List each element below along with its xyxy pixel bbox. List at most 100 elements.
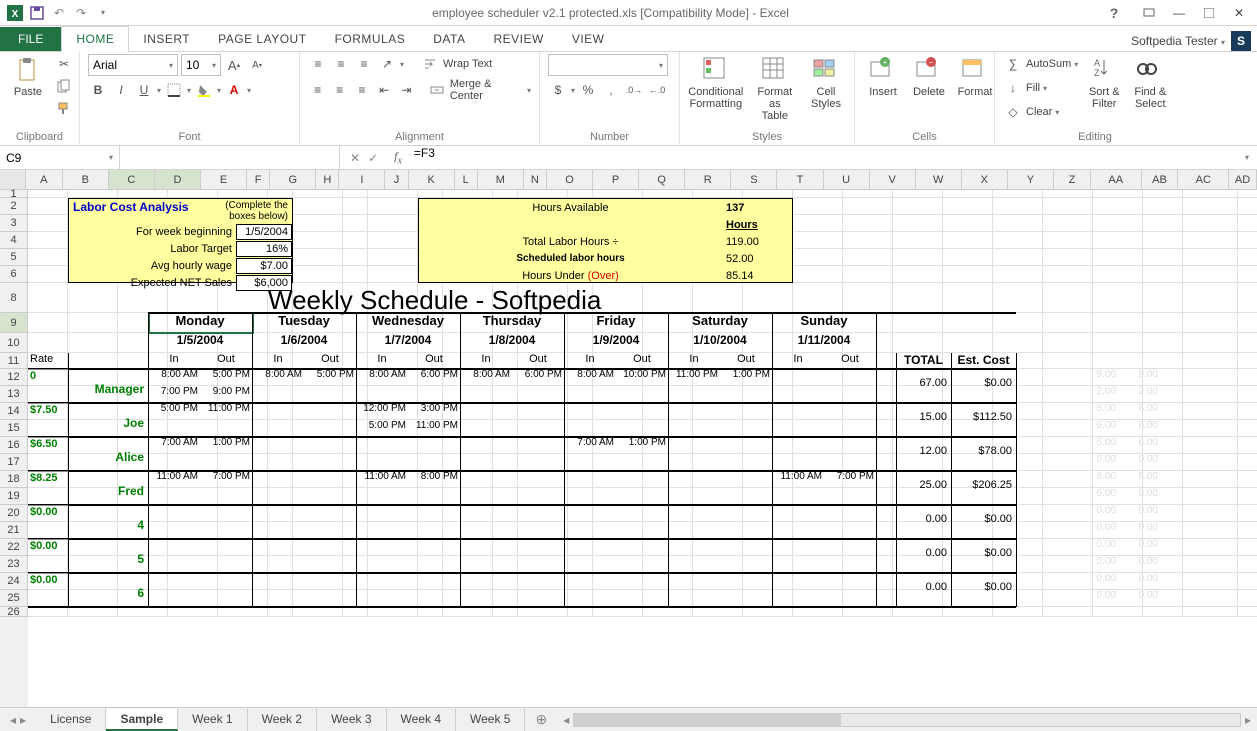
wrap-text-button[interactable]: Wrap Text: [443, 58, 492, 70]
row-header[interactable]: 16: [0, 437, 28, 454]
sheet-tab[interactable]: Week 1: [178, 709, 247, 731]
font-name-select[interactable]: Arial▾: [88, 54, 178, 76]
row-header[interactable]: 10: [0, 333, 28, 353]
underline-button[interactable]: U: [134, 80, 154, 100]
col-header[interactable]: N: [524, 170, 547, 189]
expand-formula-icon[interactable]: ▾: [1237, 153, 1257, 162]
col-header[interactable]: AD: [1229, 170, 1257, 189]
underline-dropdown[interactable]: ▾: [157, 86, 161, 95]
minimize-icon[interactable]: —: [1165, 3, 1193, 23]
fill-button[interactable]: ↓Fill▾: [1003, 78, 1078, 98]
tab-data[interactable]: DATA: [419, 27, 479, 51]
col-header[interactable]: K: [409, 170, 455, 189]
wrap-text-icon[interactable]: [420, 54, 440, 74]
delete-cells-button[interactable]: −Delete: [909, 54, 949, 100]
row-header[interactable]: 22: [0, 539, 28, 556]
col-header[interactable]: T: [777, 170, 823, 189]
col-header[interactable]: AC: [1178, 170, 1229, 189]
font-color-icon[interactable]: A: [224, 80, 244, 100]
row-header[interactable]: 25: [0, 590, 28, 607]
col-header[interactable]: Q: [639, 170, 685, 189]
clear-button[interactable]: ◇Clear▾: [1003, 102, 1078, 122]
row-header[interactable]: 19: [0, 488, 28, 505]
align-bottom-icon[interactable]: ≡: [354, 54, 374, 74]
font-color-dropdown[interactable]: ▾: [247, 86, 251, 95]
bold-button[interactable]: B: [88, 80, 108, 100]
conditional-formatting-button[interactable]: Conditional Formatting: [688, 54, 744, 112]
col-header[interactable]: J: [385, 170, 408, 189]
align-middle-icon[interactable]: ≡: [331, 54, 351, 74]
font-size-select[interactable]: 10▾: [181, 54, 221, 76]
number-format-select[interactable]: ▾: [548, 54, 668, 76]
col-header[interactable]: A: [26, 170, 63, 189]
row-header[interactable]: 23: [0, 556, 28, 573]
row-header[interactable]: 4: [0, 232, 28, 249]
row-header[interactable]: 14: [0, 403, 28, 420]
fill-color-icon[interactable]: [194, 80, 214, 100]
col-header[interactable]: R: [685, 170, 731, 189]
fx-icon[interactable]: fx: [388, 149, 408, 166]
orientation-icon[interactable]: ↗: [377, 54, 397, 74]
select-all-cell[interactable]: [0, 170, 26, 189]
dec-decimal-icon[interactable]: ←.0: [647, 80, 667, 100]
row-header[interactable]: 6: [0, 266, 28, 283]
cancel-formula-icon[interactable]: ✕: [350, 151, 360, 165]
tab-view[interactable]: VIEW: [558, 27, 619, 51]
format-painter-icon[interactable]: [54, 98, 74, 118]
cells-area[interactable]: Labor Cost Analysis(Complete the boxes b…: [28, 190, 1257, 710]
hscroll-track[interactable]: [573, 713, 1241, 727]
col-header[interactable]: F: [247, 170, 270, 189]
row-header[interactable]: 15: [0, 420, 28, 437]
italic-button[interactable]: I: [111, 80, 131, 100]
tab-formulas[interactable]: FORMULAS: [321, 27, 420, 51]
sheet-tab[interactable]: Sample: [106, 709, 178, 731]
row-header[interactable]: 5: [0, 249, 28, 266]
enter-formula-icon[interactable]: ✓: [368, 151, 378, 165]
row-header[interactable]: 2: [0, 198, 28, 215]
ribbon-options-icon[interactable]: [1135, 3, 1163, 23]
maximize-icon[interactable]: [1195, 3, 1223, 23]
row-header[interactable]: 12: [0, 369, 28, 386]
new-sheet-button[interactable]: ⊕: [525, 711, 557, 728]
tab-nav-prev-icon[interactable]: ◂: [10, 713, 16, 727]
cell-styles-button[interactable]: Cell Styles: [806, 54, 846, 112]
row-header[interactable]: 18: [0, 471, 28, 488]
col-header[interactable]: L: [455, 170, 478, 189]
col-header[interactable]: B: [63, 170, 109, 189]
col-header[interactable]: W: [916, 170, 962, 189]
undo-icon[interactable]: ↶: [50, 4, 68, 22]
col-header[interactable]: I: [339, 170, 385, 189]
row-header[interactable]: 26: [0, 607, 28, 617]
row-header[interactable]: 20: [0, 505, 28, 522]
qat-dropdown-icon[interactable]: ▾: [94, 4, 112, 22]
shrink-font-icon[interactable]: A▾: [247, 55, 267, 75]
tab-nav-next-icon[interactable]: ▸: [20, 713, 26, 727]
row-header[interactable]: 11: [0, 353, 28, 369]
formula-input[interactable]: =F3: [408, 146, 1237, 169]
autosum-button[interactable]: ∑AutoSum▾: [1003, 54, 1078, 74]
hscroll-left-icon[interactable]: ◂: [563, 713, 569, 727]
col-header[interactable]: AB: [1142, 170, 1179, 189]
row-header[interactable]: 8: [0, 283, 28, 313]
close-icon[interactable]: ✕: [1225, 3, 1253, 23]
col-header[interactable]: M: [478, 170, 524, 189]
align-right-icon[interactable]: ≡: [352, 80, 371, 100]
fill-dropdown[interactable]: ▾: [217, 86, 221, 95]
col-header[interactable]: Y: [1008, 170, 1054, 189]
copy-icon[interactable]: [54, 76, 74, 96]
percent-icon[interactable]: %: [578, 80, 598, 100]
cut-icon[interactable]: ✂: [54, 54, 74, 74]
border-icon[interactable]: [164, 80, 184, 100]
user-avatar[interactable]: S: [1231, 31, 1251, 51]
redo-icon[interactable]: ↷: [72, 4, 90, 22]
col-header[interactable]: X: [962, 170, 1008, 189]
tab-file[interactable]: FILE: [0, 27, 61, 51]
merge-icon[interactable]: [428, 80, 447, 100]
merge-button[interactable]: Merge & Center: [450, 78, 524, 102]
row-header[interactable]: 1: [0, 190, 28, 198]
inc-decimal-icon[interactable]: .0→: [624, 80, 644, 100]
col-header[interactable]: E: [201, 170, 247, 189]
tab-insert[interactable]: INSERT: [129, 27, 204, 51]
sort-filter-button[interactable]: AZSort & Filter: [1084, 54, 1124, 112]
currency-icon[interactable]: $: [548, 80, 568, 100]
